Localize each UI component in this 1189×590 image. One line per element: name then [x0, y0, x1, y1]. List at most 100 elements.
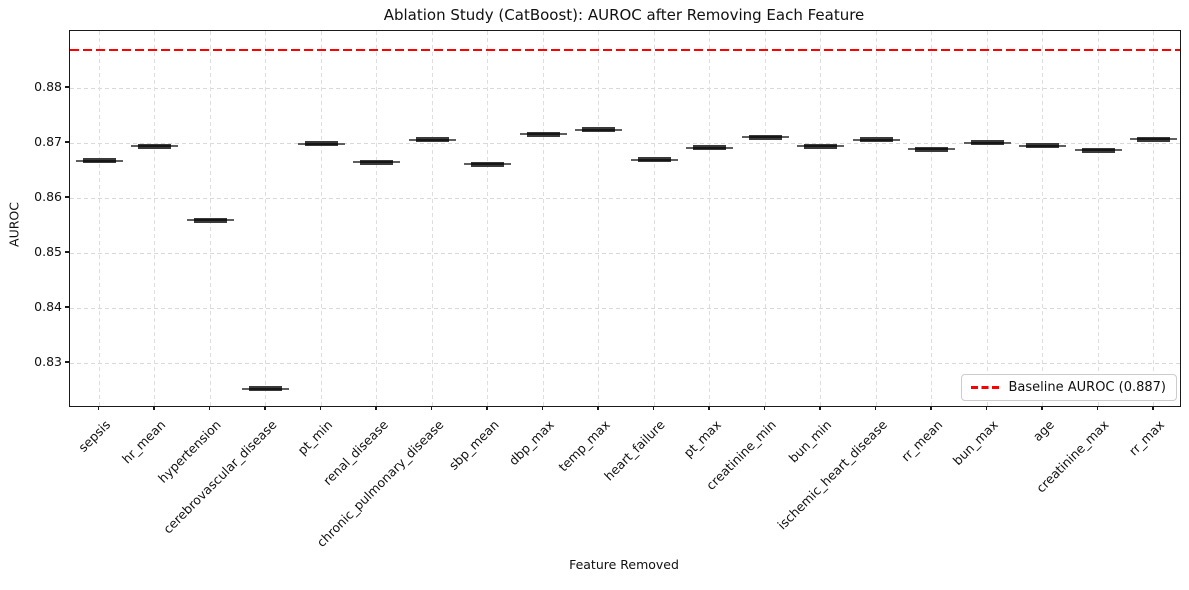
box-median-creatinine_max	[1081, 149, 1115, 152]
x-tick-label-text: creatinine_max	[1033, 417, 1113, 496]
baseline-line	[70, 48, 1180, 51]
x-tick-mark	[375, 406, 377, 410]
x-tick-mark	[319, 406, 322, 410]
x-tick-mark	[153, 406, 155, 410]
x-gridline	[320, 31, 322, 406]
x-tick-mark	[930, 406, 932, 410]
x-axis-label: Feature Removed	[569, 557, 679, 572]
y-tick-mark	[65, 361, 69, 363]
x-tick-mark	[264, 406, 266, 410]
y-tick-label: 0.86	[34, 189, 62, 205]
box-median-bun_min	[804, 145, 838, 148]
box-median-chronic_pulmonary_disease	[415, 138, 449, 141]
x-gridline	[487, 31, 489, 406]
box-median-age	[1026, 144, 1060, 147]
x-gridline	[1042, 31, 1044, 406]
x-tick-label-text: rr_max	[1126, 417, 1168, 459]
y-tick-label: 0.85	[34, 244, 62, 260]
legend: Baseline AUROC (0.887)	[960, 374, 1177, 401]
box-median-rr_max	[1137, 138, 1171, 141]
box-median-heart_failure	[637, 158, 671, 161]
x-gridline	[598, 31, 600, 406]
y-gridline	[70, 87, 1180, 89]
x-tick-label: ischemic_heart_disease	[731, 414, 890, 532]
box-median-hr_mean	[138, 145, 172, 148]
y-gridline	[70, 197, 1180, 199]
x-tick-label: creatinine_max	[1005, 414, 1112, 495]
x-tick-label: rr_max	[1113, 414, 1167, 458]
x-gridline	[431, 31, 433, 406]
box-median-sbp_mean	[471, 163, 505, 166]
y-tick-label: 0.83	[34, 354, 62, 370]
box-median-ischemic_heart_disease	[859, 138, 893, 141]
x-gridline	[764, 31, 766, 406]
x-tick-label: cerebrovascular_disease	[115, 414, 279, 536]
x-tick-mark	[486, 406, 488, 410]
x-tick-mark	[597, 406, 599, 410]
plot-area: Baseline AUROC (0.887)	[69, 30, 1181, 407]
box-median-hypertension	[193, 219, 227, 222]
x-tick-label-text: heart_failure	[601, 417, 669, 484]
box-median-cerebrovascular_disease	[249, 387, 283, 390]
y-tick-mark	[65, 141, 69, 143]
x-tick-label: sepsis	[64, 414, 113, 455]
x-gridline	[98, 31, 100, 406]
x-tick-label: rr_mean	[883, 414, 945, 464]
box-median-sepsis	[82, 159, 116, 162]
x-gridline	[709, 31, 711, 406]
y-gridline	[70, 142, 1180, 144]
y-tick-mark	[65, 86, 69, 88]
x-gridline	[154, 31, 156, 406]
box-median-renal_disease	[360, 161, 394, 164]
x-tick-label-text: cerebrovascular_disease	[160, 417, 280, 537]
box-median-temp_max	[582, 128, 616, 131]
x-tick-label: sbp_mean	[427, 414, 502, 473]
baseline-legend-swatch	[970, 386, 1001, 389]
y-tick-mark	[65, 306, 69, 308]
x-tick-mark	[819, 406, 821, 410]
x-gridline	[265, 31, 267, 406]
x-gridline	[820, 31, 822, 406]
x-tick-label-text: bun_max	[949, 417, 1002, 469]
x-tick-mark	[208, 406, 211, 410]
x-tick-mark	[541, 406, 544, 410]
x-gridline	[875, 31, 877, 406]
x-tick-mark	[1096, 406, 1099, 410]
x-tick-mark	[1041, 406, 1043, 410]
x-tick-mark	[763, 406, 766, 410]
x-tick-label: chronic_pulmonary_disease	[263, 414, 446, 550]
x-gridline	[931, 31, 933, 406]
y-tick-label: 0.84	[34, 299, 62, 315]
x-tick-mark	[97, 406, 100, 410]
y-gridline	[70, 252, 1180, 254]
x-gridline	[653, 31, 655, 406]
box-median-pt_max	[693, 146, 727, 149]
x-tick-mark	[1152, 406, 1154, 410]
y-tick-label: 0.88	[34, 79, 62, 95]
x-tick-mark	[708, 406, 710, 410]
x-tick-label: bun_max	[933, 414, 1001, 468]
box-median-rr_mean	[915, 148, 949, 151]
x-tick-mark	[985, 406, 988, 410]
y-tick-mark	[65, 196, 69, 198]
box-median-bun_max	[970, 141, 1004, 144]
x-tick-label-text: ischemic_heart_disease	[774, 417, 891, 533]
x-tick-mark	[874, 406, 877, 410]
box-median-creatinine_min	[748, 136, 782, 139]
x-gridline	[1097, 31, 1099, 406]
x-gridline	[376, 31, 378, 406]
x-gridline	[1153, 31, 1155, 406]
y-gridline	[70, 362, 1180, 364]
y-tick-mark	[65, 251, 69, 253]
box-median-dbp_max	[526, 133, 560, 136]
x-gridline	[986, 31, 988, 406]
baseline-legend-label: Baseline AUROC (0.887)	[1008, 380, 1167, 395]
x-tick-label: heart_failure	[578, 414, 669, 484]
x-tick-mark	[430, 406, 433, 410]
chart-title: Ablation Study (CatBoost): AUROC after R…	[383, 6, 865, 24]
x-gridline	[542, 31, 544, 406]
y-tick-label: 0.87	[34, 134, 62, 150]
box-median-pt_min	[304, 142, 338, 145]
y-gridline	[70, 307, 1180, 309]
